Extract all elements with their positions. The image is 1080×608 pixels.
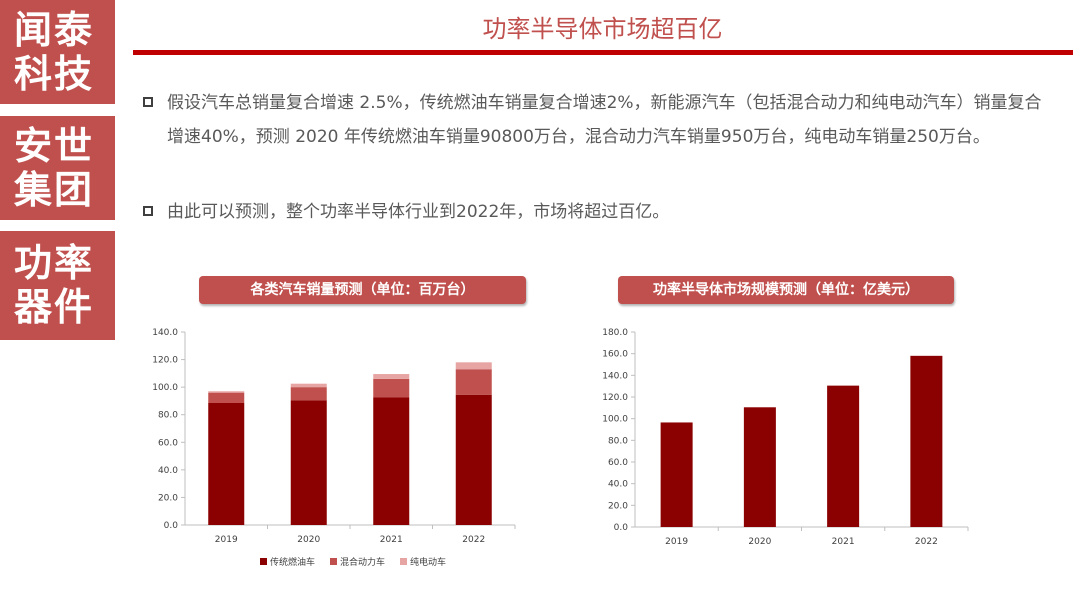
sidebar-tag-product: 功率 器件 <box>0 231 115 340</box>
legend-label-2: 纯电动车 <box>410 556 446 568</box>
bar-2022-series-0 <box>910 355 943 527</box>
bullet-text: 由此可以预测，整个功率半导体行业到2022年，市场将超过百亿。 <box>167 202 670 222</box>
x-tick-label: 2019 <box>215 535 238 545</box>
y-tick-label: 80.0 <box>608 436 628 446</box>
legend-label-1: 混合动力车 <box>340 556 385 568</box>
x-tick-label: 2022 <box>915 537 938 547</box>
y-tick-label: 140.0 <box>152 328 178 338</box>
y-tick-label: 120.0 <box>152 356 178 366</box>
bullet-item: 假设汽车总销量复合增速 2.5%，传统燃油车销量复合增速2%，新能源汽车（包括混… <box>140 86 1050 154</box>
x-tick-label: 2021 <box>380 535 403 545</box>
legend-label-0: 传统燃油车 <box>270 556 315 568</box>
y-tick-label: 60.0 <box>158 438 178 448</box>
bullet-text: 假设汽车总销量复合增速 2.5%，传统燃油车销量复合增速2%，新能源汽车（包括混… <box>167 93 1042 147</box>
x-tick-label: 2022 <box>462 535 485 545</box>
page-title: 功率半导体市场超百亿 <box>482 15 723 43</box>
sidebar-tag-company: 闻泰 科技 <box>0 0 115 104</box>
x-tick-label: 2020 <box>748 537 771 547</box>
square-bullet-icon <box>143 97 153 107</box>
y-tick-label: 120.0 <box>602 393 628 403</box>
bar-2019-series-0 <box>660 422 693 527</box>
bar-2021-series-0 <box>373 397 410 525</box>
bar-2020-series-0 <box>290 400 327 525</box>
legend-swatch-2 <box>400 558 407 565</box>
bullet-item: 由此可以预测，整个功率半导体行业到2022年，市场将超过百亿。 <box>140 195 1050 229</box>
sidebar-tag-line: 闻泰 <box>14 8 95 52</box>
bar-2021-series-0 <box>827 385 860 527</box>
bar-2019-series-2 <box>208 391 245 393</box>
y-tick-label: 40.0 <box>608 480 628 490</box>
sidebar-tag-line: 功率 <box>14 241 95 285</box>
bar-2019-series-1 <box>208 392 245 403</box>
vehicle-sales-chart: 0.0 20.0 40.0 60.0 80.0 100.0 120.0 140.0 2019 20… <box>152 328 516 568</box>
y-tick-label: 20.0 <box>158 493 178 503</box>
chart-title-market-size: 功率半导体市场规模预测（单位：亿美元） <box>618 276 954 304</box>
bar-2022-series-2 <box>455 362 492 370</box>
y-tick-label: 80.0 <box>158 411 178 421</box>
bar-2021-series-1 <box>373 378 410 398</box>
y-tick-label: 0.0 <box>164 521 179 531</box>
square-bullet-icon <box>143 206 153 216</box>
y-tick-label: 20.0 <box>608 501 628 511</box>
y-tick-label: 0.0 <box>614 523 629 533</box>
y-tick-label: 100.0 <box>152 383 178 393</box>
y-tick-label: 160.0 <box>602 350 628 360</box>
y-tick-label: 60.0 <box>608 458 628 468</box>
bar-2020-series-2 <box>290 383 327 388</box>
bar-2022-series-1 <box>455 369 492 395</box>
bar-2019-series-0 <box>208 402 245 525</box>
bar-2020-series-1 <box>290 387 327 401</box>
x-tick-label: 2021 <box>832 537 855 547</box>
sidebar-tag-group: 安世 集团 <box>0 116 115 220</box>
title-divider <box>133 50 1073 55</box>
x-tick-label: 2019 <box>665 537 688 547</box>
legend-swatch-1 <box>330 558 337 565</box>
legend-swatch-0 <box>260 558 267 565</box>
bar-2022-series-0 <box>455 394 492 525</box>
chart-title-vehicle-sales: 各类汽车销量预测（单位：百万台） <box>199 276 526 304</box>
y-tick-label: 40.0 <box>158 466 178 476</box>
x-tick-label: 2020 <box>297 535 320 545</box>
sidebar-tag-line: 器件 <box>14 285 95 329</box>
sidebar-tag-line: 集团 <box>14 168 95 212</box>
bar-2021-series-2 <box>373 374 410 379</box>
y-tick-label: 180.0 <box>602 328 628 338</box>
y-tick-label: 100.0 <box>602 415 628 425</box>
sidebar-tag-line: 安世 <box>14 124 95 168</box>
bar-2020-series-0 <box>743 407 776 527</box>
y-tick-label: 140.0 <box>602 371 628 381</box>
sidebar-tag-line: 科技 <box>14 52 95 96</box>
market-size-chart: 0.0 20.0 40.0 60.0 80.0 100.0 120.0 140.0 160.0 1… <box>602 328 969 547</box>
